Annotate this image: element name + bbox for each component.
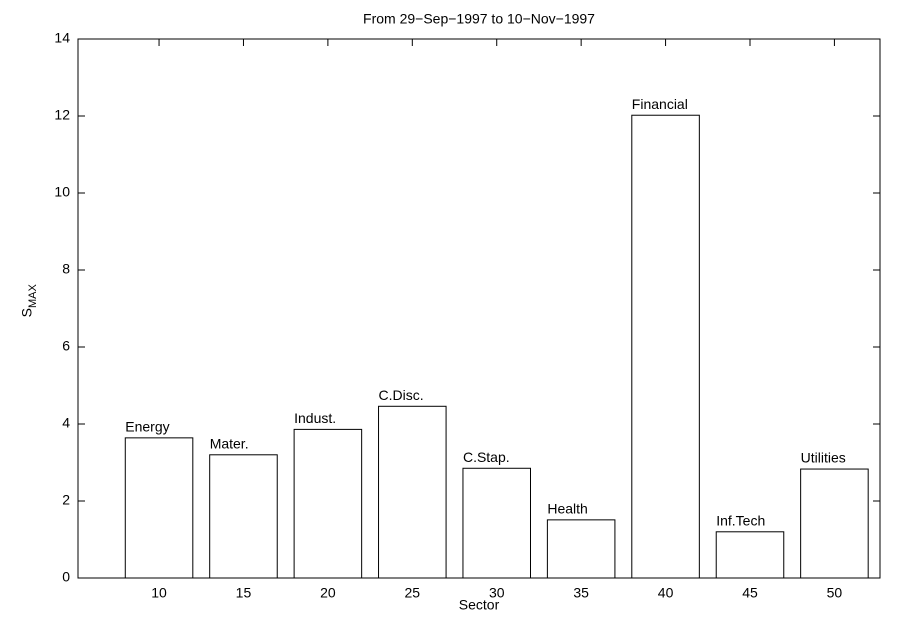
x-tick-label: 35 [573, 585, 589, 601]
bar-label: Utilities [801, 450, 846, 466]
bar [209, 454, 278, 579]
chart-title: From 29−Sep−1997 to 10−Nov−1997 [363, 11, 595, 27]
bar-label: Indust. [294, 410, 336, 426]
bar [715, 531, 785, 579]
x-tick-label: 10 [151, 585, 167, 601]
bar [378, 405, 447, 579]
y-axis-label: S MAX [19, 284, 39, 318]
y-tick-label: 10 [54, 184, 70, 200]
bar-label: C.Disc. [379, 387, 424, 403]
x-tick-label: 30 [489, 585, 505, 601]
y-tick-label: 2 [62, 492, 70, 508]
bar-label: Mater. [210, 436, 249, 452]
y-axis-label-sub: MAX [27, 284, 39, 309]
y-tick-label: 6 [62, 338, 70, 354]
bar-label: Energy [125, 419, 169, 435]
x-tick-label: 20 [320, 585, 336, 601]
bar [124, 437, 194, 579]
x-axis-label: Sector [459, 597, 500, 613]
y-axis-label-main: S [19, 308, 35, 317]
bar [800, 468, 869, 579]
bar-label: Health [547, 501, 587, 517]
x-tick-label: 15 [236, 585, 252, 601]
bar [462, 467, 531, 579]
y-tick-label: 8 [62, 261, 70, 277]
x-tick-label: 50 [827, 585, 843, 601]
bar [293, 428, 363, 579]
y-tick-label: 14 [54, 30, 70, 46]
x-tick-label: 45 [742, 585, 758, 601]
bar [546, 519, 616, 579]
y-tick-label: 4 [62, 415, 70, 431]
bar [631, 114, 700, 579]
y-tick-label: 0 [62, 569, 70, 585]
bar-label: C.Stap. [463, 449, 510, 465]
bar-label: Financial [632, 96, 688, 112]
bar-label: Inf.Tech [716, 513, 765, 529]
x-tick-label: 25 [405, 585, 421, 601]
x-tick-label: 40 [658, 585, 674, 601]
y-tick-label: 12 [54, 107, 70, 123]
